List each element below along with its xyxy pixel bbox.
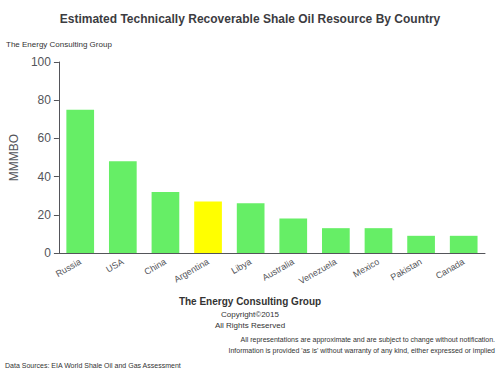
svg-text:60: 60 bbox=[38, 131, 52, 145]
svg-text:Libya: Libya bbox=[230, 257, 254, 276]
svg-text:Copyright©2015: Copyright©2015 bbox=[221, 310, 279, 319]
svg-text:The Energy Consulting Group: The Energy Consulting Group bbox=[6, 40, 112, 49]
svg-text:USA: USA bbox=[104, 257, 125, 275]
svg-text:80: 80 bbox=[38, 93, 52, 107]
svg-text:The Energy Consulting Group: The Energy Consulting Group bbox=[179, 296, 321, 307]
svg-text:Venezuela: Venezuela bbox=[297, 257, 338, 287]
svg-text:Pakistan: Pakistan bbox=[389, 257, 424, 283]
svg-text:20: 20 bbox=[38, 208, 52, 222]
svg-text:Mexico: Mexico bbox=[351, 257, 381, 280]
svg-text:Canada: Canada bbox=[434, 257, 466, 281]
svg-text:Information is provided 'as is: Information is provided 'as is' without … bbox=[229, 347, 496, 355]
svg-text:Estimated Technically Recovera: Estimated Technically Recoverable Shale … bbox=[60, 12, 441, 26]
svg-text:40: 40 bbox=[38, 170, 52, 184]
svg-text:Australia: Australia bbox=[260, 257, 295, 283]
svg-text:Russia: Russia bbox=[54, 257, 83, 279]
svg-text:Argentina: Argentina bbox=[172, 257, 210, 285]
svg-text:MMMBO: MMMBO bbox=[7, 134, 21, 181]
svg-text:100: 100 bbox=[31, 55, 51, 69]
svg-text:China: China bbox=[143, 257, 168, 277]
svg-text:All Rights Reserved: All Rights Reserved bbox=[215, 321, 285, 330]
svg-text:0: 0 bbox=[44, 246, 51, 260]
svg-text:All representations are approx: All representations are approximate and … bbox=[241, 336, 496, 344]
svg-text:Data Sources: EIA World Shale: Data Sources: EIA World Shale Oil and Ga… bbox=[5, 362, 181, 369]
